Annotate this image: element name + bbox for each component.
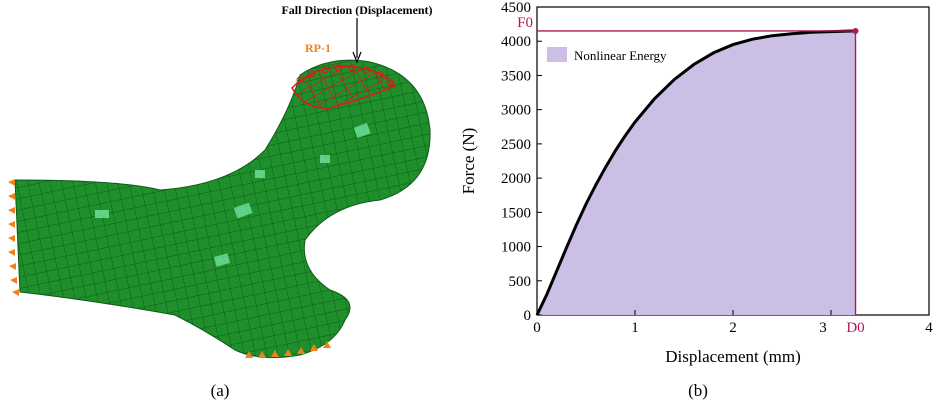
mesh-highlights (95, 122, 371, 267)
y-tick-label: 1500 (501, 205, 531, 221)
nonlinear-energy-area (537, 31, 856, 315)
y-tick-label: 500 (509, 274, 532, 290)
d0-label: D0 (846, 320, 864, 336)
y-axis-label: Force (N) (459, 128, 478, 195)
x-tick-label: 3 (819, 320, 827, 336)
panel-a-fe-model: Fall Direction (Displacement) RP-1 (a) (0, 0, 450, 411)
y-tick-label: 2500 (501, 137, 531, 153)
panel-a-caption: (a) (211, 381, 230, 400)
fall-direction-arrowhead (352, 51, 362, 64)
panel-b-caption: (b) (688, 381, 708, 400)
panel-b-chart: 0 1 2 3 4 0 500 1000 1500 2000 2500 3000 3500 4000 45… (450, 0, 934, 411)
x-tick-label: 4 (925, 320, 933, 336)
femur-mesh-figure: Fall Direction (Displacement) RP-1 (a) (8, 3, 433, 400)
x-axis: 0 1 2 3 4 (533, 310, 933, 336)
y-tick-label: 0 (524, 308, 532, 324)
y-tick-label: 3500 (501, 68, 531, 84)
load-points (296, 64, 394, 86)
fall-direction-label: Fall Direction (Displacement) (281, 3, 432, 17)
rp-label: RP-1 (305, 41, 331, 55)
y-tick-label: 4500 (501, 0, 531, 16)
y-tick-label: 4000 (501, 34, 531, 50)
distal-boundary-condition (8, 179, 19, 296)
force-displacement-curve (535, 29, 856, 316)
peak-point (852, 27, 859, 34)
y-tick-label: 2000 (501, 171, 531, 187)
legend-swatch (547, 47, 567, 62)
x-tick-label: 2 (729, 320, 737, 336)
y-tick-label: 1000 (501, 240, 531, 256)
y-axis: 0 500 1000 1500 2000 2500 3000 3500 4000 4500 (501, 0, 542, 324)
force-displacement-chart: 0 1 2 3 4 0 500 1000 1500 2000 2500 3000 3500 4000 45… (459, 0, 933, 400)
x-tick-label: 0 (533, 320, 541, 336)
f0-label: F0 (517, 15, 533, 31)
legend-label: Nonlinear Energy (574, 48, 667, 63)
trochanter-boundary-condition (245, 341, 331, 358)
femur-body (14, 59, 431, 359)
x-tick-label: 1 (631, 320, 639, 336)
x-axis-label: Displacement (mm) (665, 347, 801, 366)
y-tick-label: 3000 (501, 103, 531, 119)
